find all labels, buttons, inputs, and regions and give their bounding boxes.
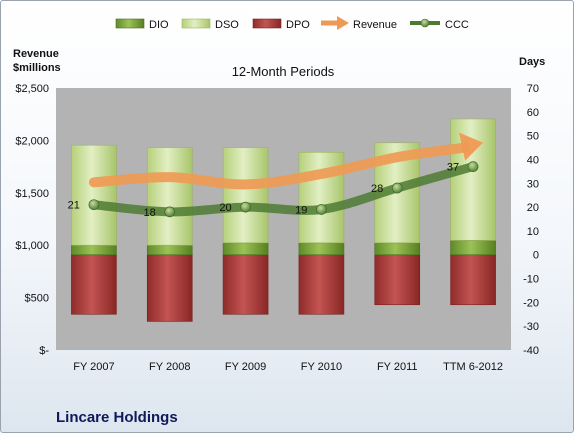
line-layer: 21 18 20 19 28 37 [68,132,484,219]
right-axis-tick-label: 30 [527,178,539,190]
bar-dio [146,244,193,256]
ccc-point [467,161,479,172]
ccc-data-label: 19 [295,204,307,216]
ccc-point [240,201,251,213]
ccc-point [164,206,176,218]
ccc-point [391,182,403,194]
ccc-data-label: 28 [371,183,383,195]
legend-swatch-dpo [252,18,282,29]
ccc-line [89,162,478,217]
bar-dpo [71,254,117,315]
x-axis: FY 2007 FY 2008 FY 2009 FY 2010 FY 2011 TTM 6… [73,361,503,373]
bar-dio [222,242,269,256]
right-axis-tick-label: 20 [527,202,539,214]
left-axis-tick-label: $2,000 [15,135,49,147]
left-axis: $- $500 $1,000 $1,500 $2,000 $2,500 [15,83,49,357]
legend-label-revenue: Revenue [353,19,397,31]
legend-swatch-revenue [321,16,349,30]
right-axis-tick-label: 10 [527,226,539,238]
left-axis-tick-label: $- [39,345,49,357]
right-axis-tick-label: 40 [527,154,539,166]
left-axis-tick-label: $2,500 [15,83,49,95]
x-axis-category-label: FY 2011 [377,361,418,373]
legend-swatch-dio [115,18,145,29]
legend-label-ccc: CCC [445,19,469,31]
bar-dio [71,244,117,256]
bar-dpo [374,254,421,306]
bar-dpo [222,254,269,315]
right-axis-title: Days [519,56,545,68]
legend-label-dpo: DPO [286,19,310,31]
bar-dio [450,240,496,256]
bar-dso [71,144,117,246]
plot-area [56,88,511,350]
left-axis-tick-label: $1,500 [15,188,49,200]
revenue-line [88,142,471,190]
x-axis-category-label: FY 2007 [73,361,114,373]
legend: DIO DSO DPO Revenue CCC [115,16,469,31]
chart-title: 12-Month Periods [232,64,335,79]
right-axis: -40 -30 -20 -10 0 10 20 30 40 50 60 70 [523,83,539,357]
right-axis-tick-label: 70 [527,83,539,95]
bar-dpo [146,254,193,322]
right-axis-tick-label: 60 [527,107,539,119]
right-axis-tick-label: 0 [533,250,539,262]
left-axis-tick-label: $500 [25,293,49,305]
legend-swatch-ccc [410,18,440,28]
bar-dio [374,242,421,256]
ccc-data-label: 21 [68,200,80,212]
ccc-data-label: 20 [219,202,231,214]
legend-swatch-dso [181,18,211,29]
ccc-point [316,204,327,215]
ccc-data-label: 18 [144,207,156,219]
x-axis-category-label: FY 2009 [225,361,266,373]
right-axis-tick-label: 50 [527,131,539,143]
revenue-arrowhead [459,132,484,161]
left-axis-title-line1: Revenue [13,48,59,60]
right-axis-tick-label: -40 [523,345,539,357]
bar-dpo [450,254,496,306]
x-axis-category-label: FY 2010 [301,361,342,373]
bar-dpo [298,254,345,315]
right-axis-tick-label: -20 [523,297,539,309]
ccc-data-label: 37 [447,162,459,174]
ccc-point [88,199,100,211]
bar-dso [146,147,193,246]
left-axis-tick-label: $1,000 [15,240,49,252]
right-axis-tick-label: -10 [523,274,539,286]
company-name: Lincare Holdings [56,409,178,426]
x-axis-category-label: FY 2008 [149,361,190,373]
bar-dso [450,118,496,241]
left-axis-title-line2: $millions [13,62,61,74]
legend-label-dio: DIO [149,19,169,31]
x-axis-category-label: TTM 6-2012 [443,361,503,373]
legend-label-dso: DSO [215,19,239,31]
bar-dso [222,147,269,244]
bar-dio [298,242,345,256]
right-axis-tick-label: -30 [523,321,539,333]
